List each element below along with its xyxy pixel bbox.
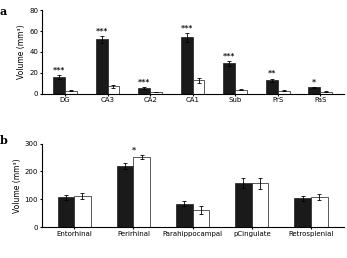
- Text: **: **: [268, 69, 276, 77]
- Bar: [176, 204, 193, 227]
- Bar: [308, 87, 320, 94]
- Bar: [320, 92, 332, 94]
- Bar: [193, 80, 204, 94]
- Bar: [53, 77, 65, 94]
- Text: b: b: [0, 135, 7, 146]
- Text: a: a: [0, 6, 7, 17]
- Bar: [193, 210, 209, 227]
- Bar: [278, 91, 289, 94]
- Bar: [108, 86, 119, 94]
- Y-axis label: Volume (mm³): Volume (mm³): [17, 25, 26, 79]
- Bar: [252, 183, 268, 227]
- Bar: [96, 39, 108, 94]
- Text: ***: ***: [53, 66, 65, 74]
- Bar: [74, 196, 91, 227]
- Text: ***: ***: [95, 27, 108, 35]
- Text: ***: ***: [223, 52, 235, 60]
- Bar: [181, 37, 193, 94]
- Bar: [223, 63, 235, 94]
- Text: ***: ***: [180, 24, 193, 32]
- Bar: [138, 88, 150, 94]
- Bar: [235, 183, 252, 227]
- Bar: [133, 157, 150, 227]
- Bar: [266, 80, 278, 94]
- Bar: [294, 198, 311, 227]
- Text: ***: ***: [138, 78, 150, 86]
- Text: *: *: [312, 77, 316, 85]
- Bar: [235, 90, 247, 94]
- Bar: [65, 91, 77, 94]
- Bar: [311, 197, 328, 227]
- Y-axis label: Volume (mm³): Volume (mm³): [13, 158, 22, 213]
- Text: *: *: [131, 146, 135, 154]
- Bar: [117, 166, 133, 227]
- Bar: [58, 197, 74, 227]
- Bar: [150, 92, 162, 94]
